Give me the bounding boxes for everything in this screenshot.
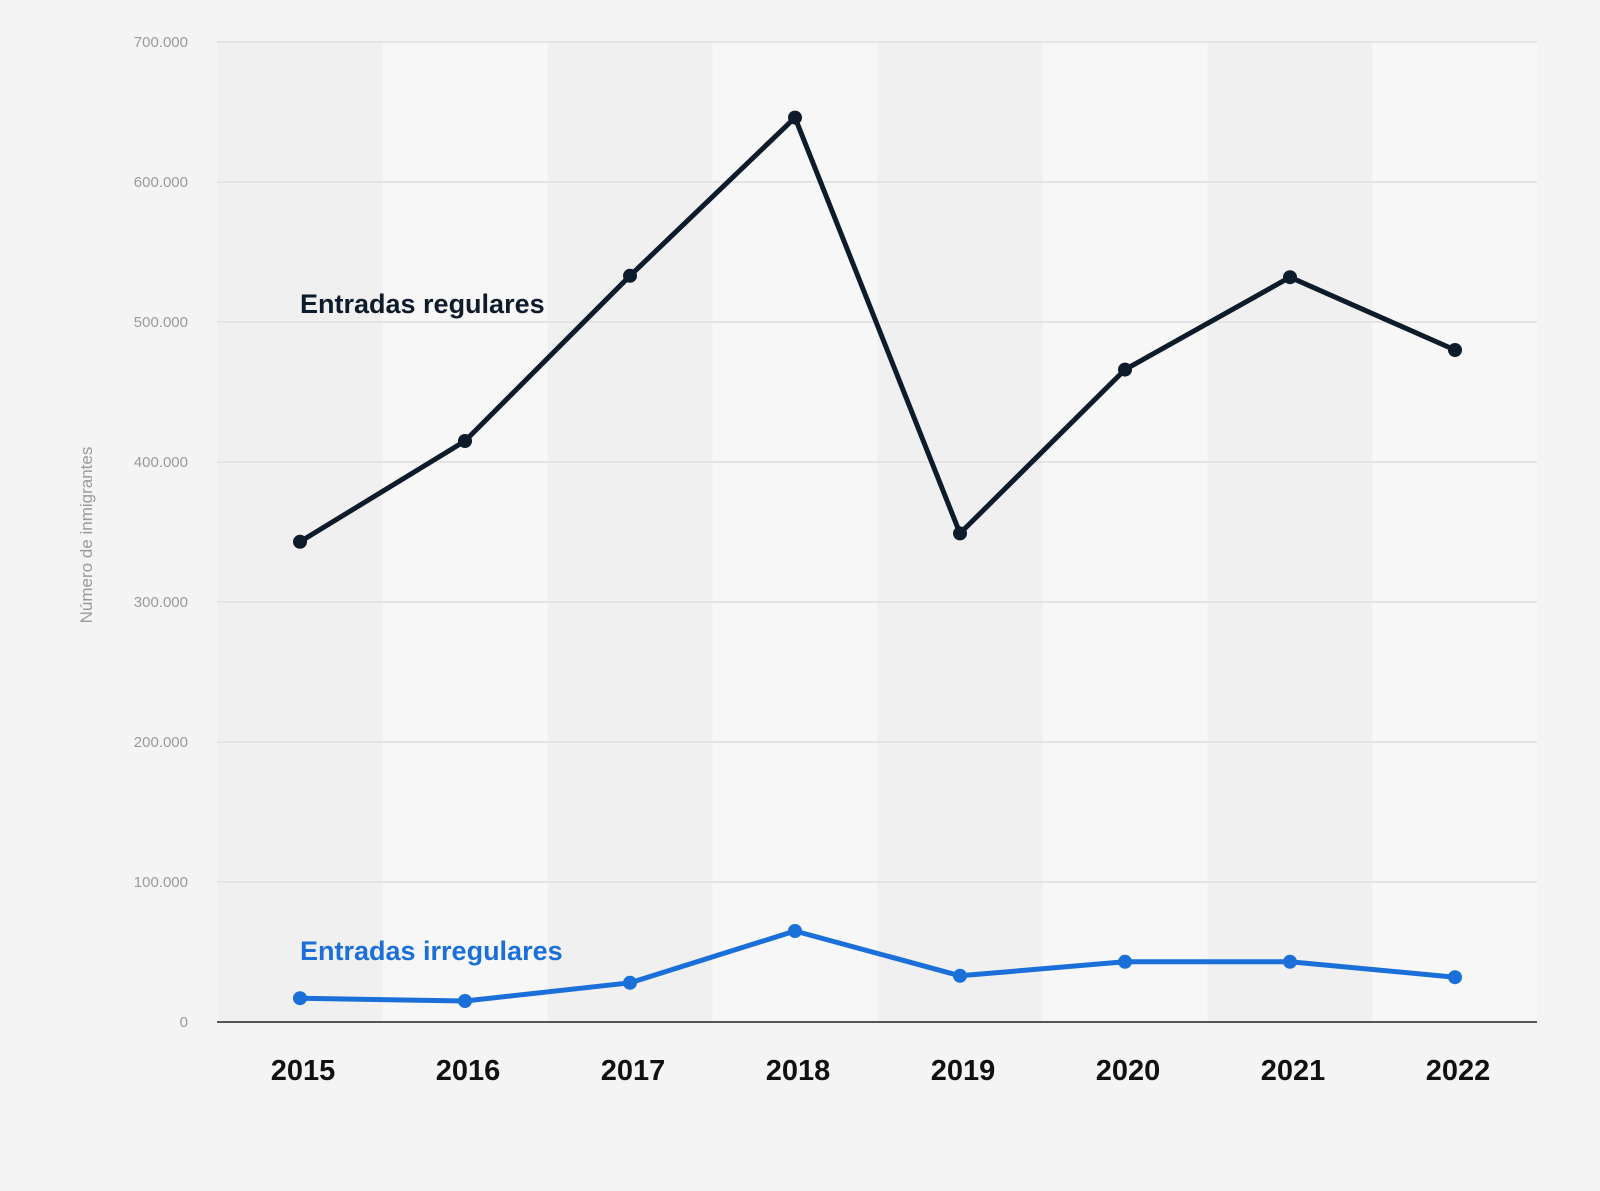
y-tick-label: 600.000 xyxy=(134,174,188,191)
column-band xyxy=(712,42,878,1022)
x-tick-label: 2020 xyxy=(1096,1055,1161,1087)
column-band xyxy=(1372,42,1537,1022)
x-axis-ticks: 2015 2016 2017 2018 2019 2020 2021 2022 xyxy=(271,1055,1491,1087)
series-label-regulares: Entradas regulares xyxy=(300,289,545,319)
series-line-1 xyxy=(297,928,1458,1004)
column-band xyxy=(1042,42,1208,1022)
data-point xyxy=(953,526,967,541)
y-tick-label: 500.000 xyxy=(134,314,188,331)
gridlines xyxy=(217,41,1537,883)
x-tick-label: 2021 xyxy=(1261,1055,1326,1087)
y-tick-label: 400.000 xyxy=(134,454,188,471)
y-tick-label: 700.000 xyxy=(134,34,188,51)
x-tick-label: 2015 xyxy=(271,1055,336,1087)
column-band xyxy=(1207,42,1373,1022)
data-point xyxy=(623,268,637,283)
column-band xyxy=(382,42,548,1022)
series-line-0 xyxy=(297,115,1458,545)
x-tick-label: 2017 xyxy=(601,1055,666,1087)
data-point xyxy=(1283,954,1297,969)
data-point xyxy=(1448,343,1462,357)
x-tick-label: 2018 xyxy=(766,1055,831,1087)
data-point xyxy=(788,110,802,125)
series-group xyxy=(293,110,1462,1008)
data-point xyxy=(1118,362,1132,377)
data-point xyxy=(1118,954,1132,969)
column-band xyxy=(547,42,713,1022)
y-axis-ticks: 0 100.000 200.000 300.000 400.000 500.000 600.… xyxy=(134,34,188,1031)
y-tick-label: 300.000 xyxy=(134,594,188,611)
y-tick-label: 0 xyxy=(180,1014,188,1031)
x-tick-label: 2016 xyxy=(436,1055,501,1087)
x-tick-label: 2022 xyxy=(1426,1055,1491,1087)
data-point xyxy=(293,534,307,549)
data-point xyxy=(623,975,637,990)
data-point xyxy=(458,434,472,448)
column-band xyxy=(217,42,383,1022)
data-point xyxy=(953,968,967,983)
data-point xyxy=(1283,270,1297,285)
data-point xyxy=(1448,970,1462,985)
y-axis-title: Número de inmigrantes xyxy=(77,447,96,624)
y-tick-label: 100.000 xyxy=(134,874,188,891)
y-tick-label: 200.000 xyxy=(134,734,188,751)
data-point xyxy=(458,994,472,1008)
data-point xyxy=(788,924,802,938)
column-bands xyxy=(217,42,1537,1022)
x-tick-label: 2019 xyxy=(931,1055,996,1087)
data-point xyxy=(293,991,307,1006)
series-label-irregulares: Entradas irregulares xyxy=(300,936,563,966)
